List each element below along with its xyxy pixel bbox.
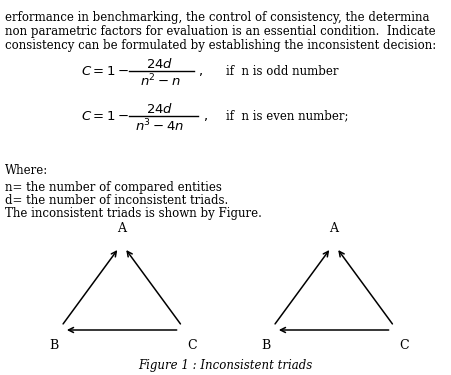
Text: $24d$: $24d$ <box>147 102 174 116</box>
Text: non parametric factors for evaluation is an essential condition.  Indicate: non parametric factors for evaluation is… <box>5 25 435 38</box>
Text: B: B <box>262 339 271 352</box>
Text: Figure 1 : Inconsistent triads: Figure 1 : Inconsistent triads <box>138 359 313 372</box>
Text: $C = 1 -$: $C = 1 -$ <box>81 110 129 123</box>
Text: C: C <box>187 339 197 352</box>
Text: if  n is even number;: if n is even number; <box>226 110 348 123</box>
Text: erformance in benchmarking, the control of consistency, the determina: erformance in benchmarking, the control … <box>5 11 429 24</box>
Text: $C = 1 -$: $C = 1 -$ <box>81 65 129 78</box>
Text: B: B <box>50 339 59 352</box>
Text: The inconsistent triads is shown by Figure.: The inconsistent triads is shown by Figu… <box>5 207 262 220</box>
Text: $n^2 - n$: $n^2 - n$ <box>140 72 180 89</box>
Text: $24d$: $24d$ <box>147 57 174 71</box>
Text: Where:: Where: <box>5 164 48 177</box>
Text: A: A <box>329 222 338 234</box>
Text: $,$: $,$ <box>198 65 203 78</box>
Text: C: C <box>399 339 409 352</box>
Text: n= the number of compared entities: n= the number of compared entities <box>5 181 221 194</box>
Text: d= the number of inconsistent triads.: d= the number of inconsistent triads. <box>5 194 228 207</box>
Text: $,$: $,$ <box>203 110 208 123</box>
Text: if  n is odd number: if n is odd number <box>226 65 338 78</box>
Text: A: A <box>117 222 126 234</box>
Text: consistency can be formulated by establishing the inconsistent decision:: consistency can be formulated by establi… <box>5 39 436 52</box>
Text: $n^3 - 4n$: $n^3 - 4n$ <box>135 117 185 134</box>
